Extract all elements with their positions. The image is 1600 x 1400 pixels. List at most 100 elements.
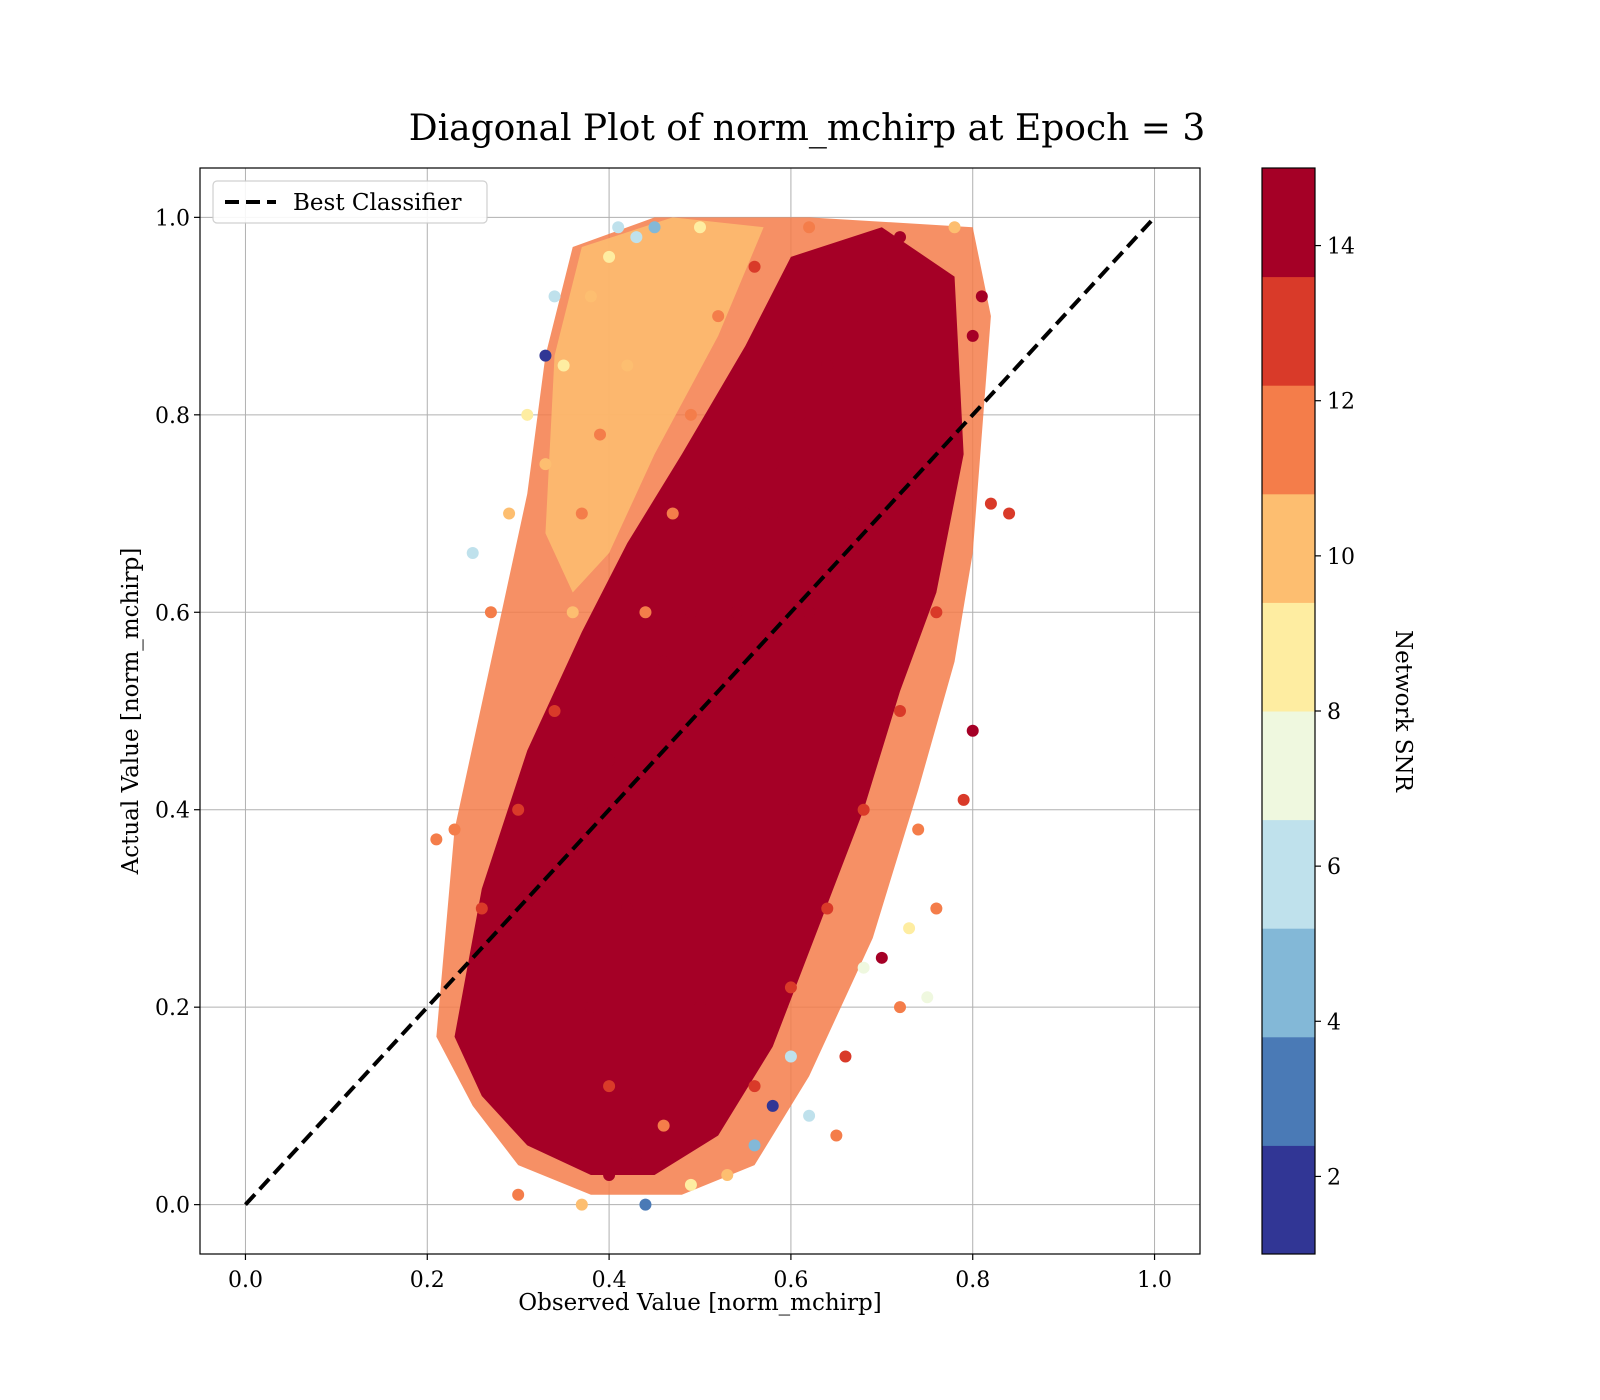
scatter-point-21 <box>875 260 888 273</box>
scatter-point-81 <box>694 221 706 234</box>
scatter-point-53 <box>521 408 534 421</box>
scatter-point-78 <box>975 290 988 303</box>
scatter-point-56 <box>448 823 461 836</box>
scatter-point-55 <box>484 606 497 619</box>
colorbar-tick-label-6: 14 <box>1327 235 1355 260</box>
scatter-point-26 <box>830 705 843 717</box>
y-tick-label-0: 0.0 <box>155 1194 190 1219</box>
scatter-point-66 <box>784 1050 797 1063</box>
scatter-point-27 <box>875 606 888 619</box>
scatter-point-101 <box>748 1080 761 1093</box>
colorbar-segment-2 <box>1262 928 1315 1038</box>
scatter-point-15 <box>712 556 725 569</box>
scatter-point-67 <box>803 1109 816 1122</box>
scatter-point-2 <box>512 1099 525 1112</box>
scatter-point-14 <box>684 606 697 619</box>
scatter-point-95 <box>512 803 525 816</box>
scatter-point-59 <box>512 1188 525 1201</box>
scatter-point-91 <box>594 428 606 441</box>
scatter-point-77 <box>1003 507 1016 520</box>
x-tick-label-5: 1.0 <box>1137 1268 1172 1293</box>
scatter-point-22 <box>894 231 906 244</box>
scatter-point-89 <box>748 260 761 273</box>
colorbar-tick-label-3: 8 <box>1327 700 1341 725</box>
scatter-point-71 <box>921 991 934 1004</box>
scatter-point-0 <box>466 1001 479 1014</box>
scatter-point-60 <box>575 1198 588 1211</box>
scatter-point-62 <box>684 1178 697 1191</box>
scatter-point-73 <box>912 823 925 836</box>
scatter-point-100 <box>930 606 943 619</box>
scatter-point-8 <box>521 902 534 915</box>
colorbar <box>1261 167 1316 1255</box>
scatter-point-70 <box>894 1001 906 1014</box>
scatter-point-104 <box>603 1080 616 1093</box>
colorbar-tick-label-0: 2 <box>1327 1165 1341 1190</box>
y-tick-label-3: 0.6 <box>155 601 190 626</box>
scatter-point-52 <box>539 349 552 362</box>
x-tick-label-3: 0.6 <box>773 1268 808 1293</box>
scatter-point-31 <box>648 1099 661 1112</box>
colorbar-tick-label-4: 10 <box>1327 545 1355 570</box>
scatter-point-58 <box>466 547 479 560</box>
scatter-point-65 <box>766 1099 779 1112</box>
y-axis-ticks: 0.0 0.2 0.4 0.6 0.8 1.0 <box>155 206 200 1219</box>
scatter-point-44 <box>539 458 552 471</box>
scatter-point-50 <box>612 221 625 234</box>
colorbar-segment-3 <box>1262 819 1315 929</box>
scatter-point-72 <box>857 961 870 974</box>
scatter-point-48 <box>630 231 643 244</box>
scatter-point-1 <box>484 1050 497 1063</box>
scatter-point-5 <box>603 1169 616 1182</box>
scatter-point-63 <box>721 1169 734 1182</box>
scatter-point-32 <box>675 1050 688 1063</box>
scatter-point-39 <box>766 507 779 520</box>
scatter-point-96 <box>475 902 488 915</box>
cloud-upper-light <box>545 217 764 593</box>
scatter-point-17 <box>766 458 779 471</box>
scatter-point-13 <box>657 655 670 668</box>
scatter-point-61 <box>639 1198 652 1211</box>
scatter-point-57 <box>430 833 443 846</box>
scatter-point-3 <box>539 1119 552 1132</box>
scatter-point-20 <box>848 310 861 323</box>
x-tick-label-2: 0.4 <box>592 1268 627 1293</box>
scatter-point-93 <box>575 507 588 520</box>
scatter-point-11 <box>603 754 616 767</box>
scatter-point-51 <box>548 290 561 303</box>
scatter-point-98 <box>857 803 870 816</box>
scatter-point-92 <box>621 359 634 372</box>
legend-box <box>212 180 488 224</box>
scatter-point-83 <box>903 922 916 935</box>
scatter-point-10 <box>575 803 588 816</box>
legend-label: Best Classifier <box>293 190 461 216</box>
scatter-point-64 <box>748 1139 761 1152</box>
scatter-point-69 <box>875 951 888 964</box>
scatter-point-99 <box>894 705 906 717</box>
scatter-point-6 <box>630 1149 643 1162</box>
colorbar-label: Network SNR <box>1390 630 1416 793</box>
scatter-point-46 <box>584 290 597 303</box>
x-axis-ticks: 0.0 0.2 0.4 0.6 0.8 1.0 <box>228 1254 1172 1293</box>
colorbar-segment-7 <box>1262 385 1315 495</box>
scatter-point-28 <box>921 507 934 520</box>
colorbar-segment-9 <box>1262 168 1315 278</box>
y-tick-label-2: 0.4 <box>155 799 190 824</box>
y-tick-label-4: 0.8 <box>155 404 190 429</box>
scatter-point-74 <box>966 724 979 737</box>
scatter-point-79 <box>948 221 961 234</box>
scatter-point-25 <box>784 803 797 816</box>
scatter-point-90 <box>784 290 797 303</box>
y-axis-label: Actual Value [norm_mchirp] <box>118 548 144 876</box>
colorbar-ticks: 2 4 6 8 10 12 14 <box>1315 235 1355 1190</box>
scatter-point-84 <box>839 1050 852 1063</box>
scatter-point-54 <box>503 507 516 520</box>
scatter-point-102 <box>784 981 797 994</box>
scatter-point-88 <box>712 310 725 323</box>
best-classifier-line <box>243 216 1157 1206</box>
scatter-point-47 <box>603 250 616 263</box>
scatter-point-80 <box>803 221 816 234</box>
scatter-point-9 <box>548 853 561 866</box>
scatter-point-30 <box>966 329 979 342</box>
scatter-point-42 <box>857 408 870 421</box>
